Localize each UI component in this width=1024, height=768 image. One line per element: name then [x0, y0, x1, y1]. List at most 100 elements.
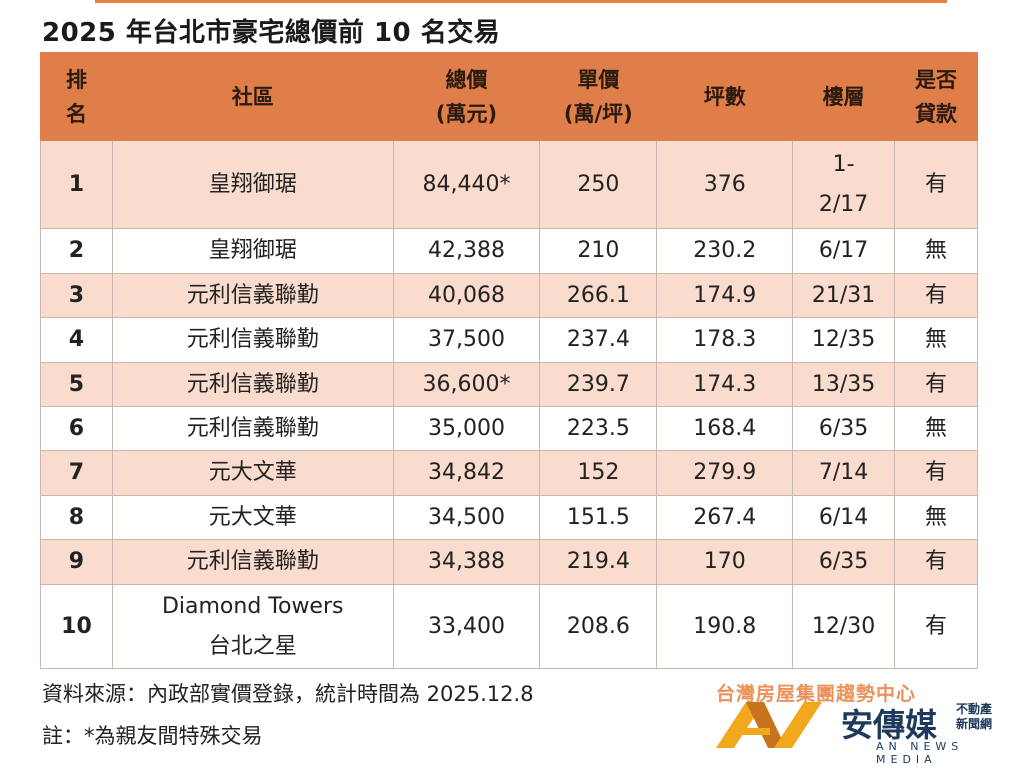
logo-sub: 不動產新聞網: [956, 702, 993, 731]
table-cell: 元利信義聯勤: [111, 539, 394, 585]
table-cell: 250: [539, 140, 658, 229]
column-header-line: 坪數: [703, 84, 746, 109]
column-header-line: (萬元): [435, 101, 498, 126]
table-row: 2 皇翔御琚 42,388 210 230.2 6/17 無: [40, 228, 978, 274]
table-cell: 37,500: [392, 317, 541, 363]
table-cell: 皇翔御琚: [111, 228, 394, 274]
table-cell: 266.1: [539, 273, 658, 318]
table-cell: 6/14: [792, 495, 896, 540]
table-cell: 1: [40, 140, 113, 229]
column-header-line: 名: [65, 101, 87, 126]
column-header: 總價 (萬元): [392, 52, 541, 141]
table-cell: 有: [894, 273, 978, 318]
table-cell: 8: [40, 495, 113, 540]
table-cell: 有: [894, 140, 978, 229]
table-cell: 223.5: [539, 406, 658, 451]
page-title: 2025 年台北市豪宅總價前 10 名交易: [42, 18, 501, 48]
an-news-media-logo: 安傳媒 不動產新聞網 AN NEWS MEDIA: [716, 700, 1016, 766]
an-logo-icon: [716, 702, 822, 748]
table-cell: 5: [40, 362, 113, 407]
header-row: 排名 社區 總價 (萬元) 單價 (萬/坪) 坪數 樓層 是否貸款: [40, 52, 978, 141]
table-cell: 12/30: [792, 584, 896, 669]
table-row: 4 元利信義聯勤 37,500 237.4 178.3 12/35 無: [40, 317, 978, 363]
top-accent-bar: [95, 0, 947, 3]
table-cell: 279.9: [656, 450, 794, 496]
column-header-line: 貸款: [915, 101, 958, 126]
table-cell: 13/35: [792, 362, 896, 407]
logo-cn: 安傳媒: [841, 706, 938, 744]
table-cell: 元大文華: [111, 450, 394, 496]
column-header-line: 樓層: [822, 84, 865, 109]
column-header: 排名: [40, 52, 113, 141]
table-cell: 皇翔御琚: [111, 140, 394, 229]
note-text: 註：*為親友間特殊交易: [42, 724, 263, 748]
table-cell: 174.9: [656, 273, 794, 318]
table-cell: 210: [539, 228, 658, 274]
column-header-line: 總價: [445, 67, 488, 92]
column-header-line: 排: [65, 67, 87, 92]
column-header-line: 是否: [915, 67, 958, 92]
table-cell: 10: [40, 584, 113, 669]
table-cell: 有: [894, 362, 978, 407]
table-cell: 42,388: [392, 228, 541, 274]
logo-en: AN NEWS MEDIA: [876, 740, 964, 766]
table-cell: 6: [40, 406, 113, 451]
table-cell: 6/35: [792, 406, 896, 451]
table-cell: 152: [539, 450, 658, 496]
table-row: 7 元大文華 34,842 152 279.9 7/14 有: [40, 450, 978, 496]
table-cell: 40,068: [392, 273, 541, 318]
table-cell: 174.3: [656, 362, 794, 407]
column-header: 單價 (萬/坪): [539, 52, 658, 141]
table-cell: 34,500: [392, 495, 541, 540]
table-row: 1 皇翔御琚 84,440* 250 376 1- 2/17 有: [40, 140, 978, 229]
table-cell: 9: [40, 539, 113, 585]
transactions-table: 排名社區 總價 (萬元) 單價 (萬/坪) 坪數 樓層 是否 貸款 1 皇翔御琚 84,440* 25…: [40, 52, 978, 669]
table-cell: 元利信義聯勤: [111, 317, 394, 363]
table-cell: 237.4: [539, 317, 658, 363]
table-cell: 有: [894, 584, 978, 669]
table-cell: 34,388: [392, 539, 541, 585]
table-row: 9 元利信義聯勤 34,388 219.4 170 6/35 有: [40, 539, 978, 585]
table-cell: 230.2: [656, 228, 794, 274]
table-cell: 無: [894, 495, 978, 540]
table-cell: 208.6: [539, 584, 658, 669]
column-header: 社區: [111, 52, 394, 141]
table-cell: 6/17: [792, 228, 896, 274]
table-row: 6 元利信義聯勤 35,000 223.5 168.4 6/35 無: [40, 406, 978, 451]
table-row: 8 元大文華 34,500 151.5 267.4 6/14 無: [40, 495, 978, 540]
table-cell: 151.5: [539, 495, 658, 540]
table-cell: 170: [656, 539, 794, 585]
table-cell: 219.4: [539, 539, 658, 585]
table-cell: 元大文華: [111, 495, 394, 540]
table-cell: 267.4: [656, 495, 794, 540]
source-text: 資料來源：內政部實價登錄，統計時間為 2025.12.8: [42, 682, 534, 706]
table-row: 5 元利信義聯勤 36,600* 239.7 174.3 13/35 有: [40, 362, 978, 407]
table-cell: 376: [656, 140, 794, 229]
column-header-line: 社區: [231, 84, 274, 109]
table-cell: 無: [894, 406, 978, 451]
table-cell: 有: [894, 450, 978, 496]
table-row: 10 Diamond Towers 台北之星 33,400 208.6 190.8 12/…: [40, 584, 978, 669]
table-cell: 12/35: [792, 317, 896, 363]
table-cell: 190.8: [656, 584, 794, 669]
table-cell: 3: [40, 273, 113, 318]
table-cell: 4: [40, 317, 113, 363]
table-cell: Diamond Towers 台北之星: [111, 584, 394, 669]
column-header-line: (萬/坪): [563, 101, 633, 126]
column-header: 是否 貸款: [894, 52, 978, 141]
table-cell: 178.3: [656, 317, 794, 363]
table-cell: 7/14: [792, 450, 896, 496]
table-cell: 無: [894, 228, 978, 274]
table-cell: 21/31: [792, 273, 896, 318]
table-cell: 2: [40, 228, 113, 274]
column-header-line: 單價: [577, 67, 620, 92]
table-cell: 7: [40, 450, 113, 496]
table-cell: 元利信義聯勤: [111, 362, 394, 407]
table-cell: 元利信義聯勤: [111, 406, 394, 451]
table-cell: 168.4: [656, 406, 794, 451]
table-cell: 1- 2/17: [792, 140, 896, 229]
column-header: 樓層: [792, 52, 896, 141]
table-cell: 239.7: [539, 362, 658, 407]
table-cell: 33,400: [392, 584, 541, 669]
column-header: 坪數: [656, 52, 794, 141]
